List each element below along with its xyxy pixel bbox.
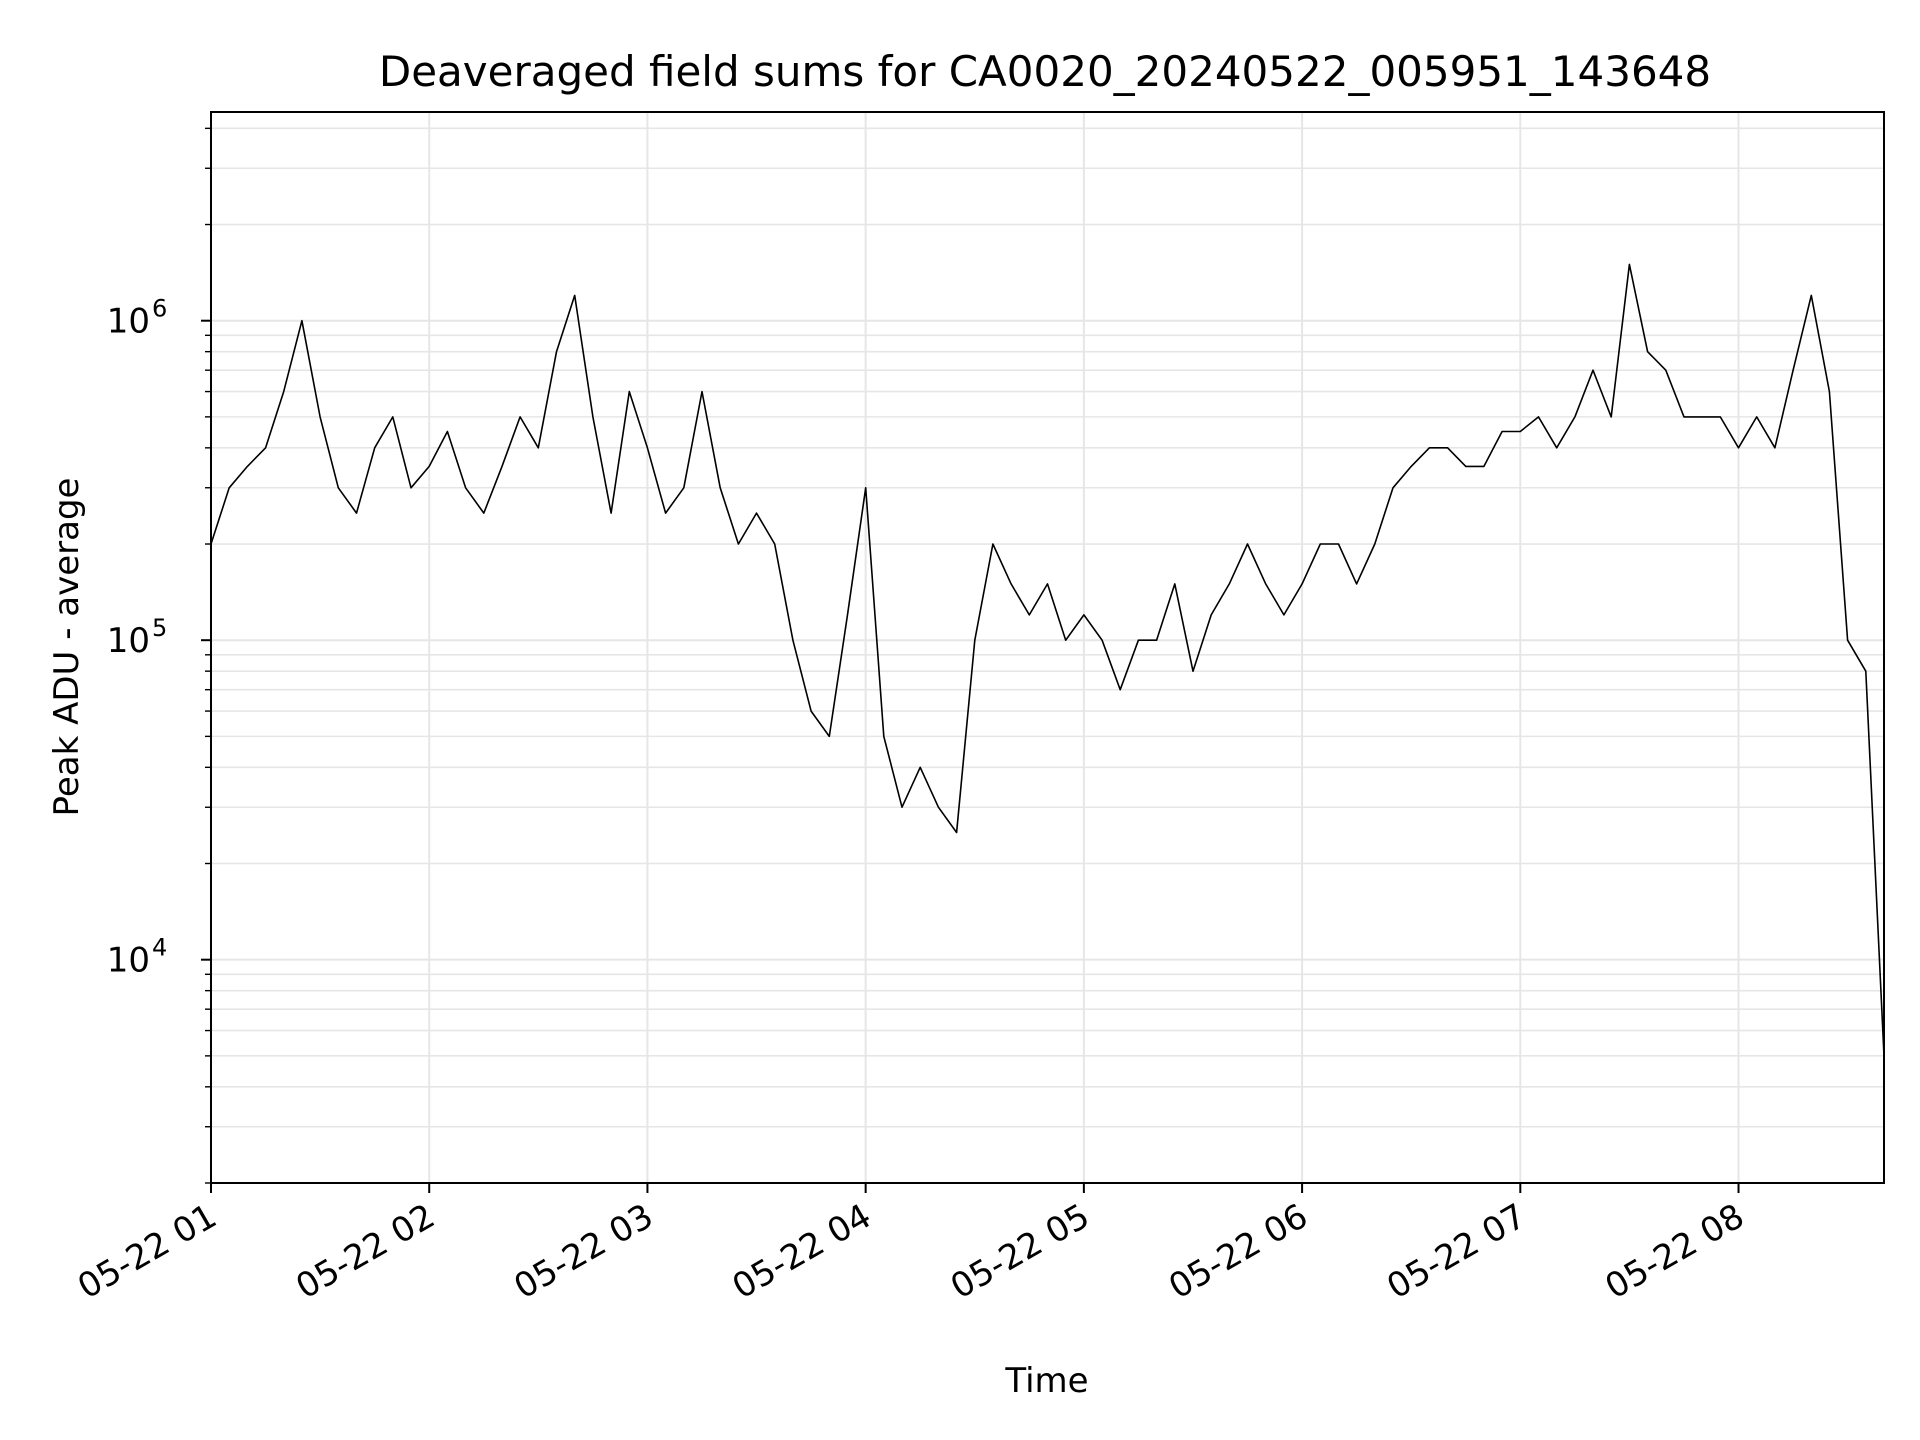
y-tick-label: 10 4 [107, 934, 168, 981]
y-tick-base: 10 [107, 941, 150, 981]
series-line [210, 263, 1885, 1056]
y-tick-exponent: 5 [152, 614, 167, 642]
y-tick-exponent: 4 [152, 934, 167, 962]
y-tick-base: 10 [107, 621, 150, 661]
chart-title: Deaveraged field sums for CA0020_2024052… [379, 47, 1711, 96]
grid [210, 112, 1884, 1184]
y-tick-exponent: 6 [152, 295, 167, 323]
series-layer [210, 263, 1885, 1056]
y-tick-label: 10 6 [107, 295, 168, 342]
y-tick-label: 10 5 [107, 614, 168, 661]
y-tick-base: 10 [107, 302, 150, 342]
y-axis-label: Peak ADU - average [47, 478, 87, 817]
x-axis-label: Time [1004, 1361, 1088, 1401]
plot-frame [210, 111, 1885, 1184]
